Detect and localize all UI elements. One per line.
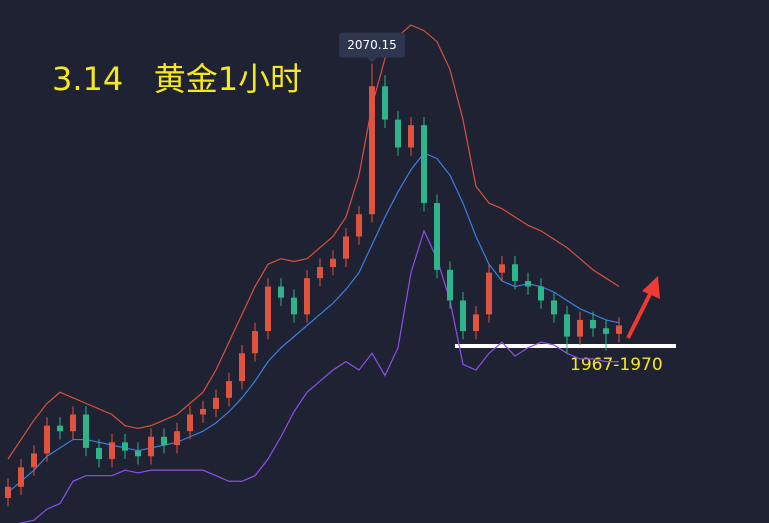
candle-body — [499, 264, 505, 273]
peak-label-box — [339, 32, 405, 58]
candle-body — [382, 86, 388, 120]
chart-title: 3.14 黄金1小时 — [52, 60, 302, 98]
candle-body — [187, 414, 193, 432]
candle-body — [174, 431, 180, 446]
annotation: 1967-1970 — [570, 355, 663, 375]
band-line — [7, 24, 620, 460]
band-line — [18, 229, 619, 523]
candle-body — [343, 236, 349, 259]
candle-body — [551, 300, 557, 315]
candle-body — [434, 203, 440, 270]
candle-body — [460, 300, 466, 332]
candle-body — [304, 278, 310, 315]
candle-body — [603, 328, 609, 334]
candle-body — [5, 486, 11, 498]
plot — [5, 24, 622, 523]
peak-label-pointer — [367, 57, 377, 63]
candle-body — [226, 381, 232, 398]
candle-body — [395, 119, 401, 148]
peak-label: 2070.15 — [339, 32, 405, 63]
candle-body — [291, 297, 297, 315]
candle-body — [44, 425, 50, 454]
candle-body — [83, 414, 89, 448]
candle-body — [408, 125, 414, 148]
candle-body — [421, 125, 427, 204]
candle-body — [447, 269, 453, 301]
candle-body — [122, 442, 128, 451]
candle-body — [57, 425, 63, 432]
candle-body — [369, 86, 375, 215]
candle-body — [616, 325, 622, 334]
candle-body — [577, 319, 583, 337]
candle-body — [252, 331, 258, 354]
candle-body — [356, 214, 362, 237]
candle-body — [200, 408, 206, 415]
peak-label-text: 2070.15 — [347, 38, 397, 52]
candle-body — [590, 319, 596, 329]
candle-body — [265, 286, 271, 332]
candle-body — [512, 264, 518, 281]
candle-body — [317, 267, 323, 279]
candle-body — [239, 353, 245, 382]
candle-body — [486, 272, 492, 315]
candle-body — [538, 286, 544, 301]
candle-body — [330, 258, 336, 268]
candle-body — [473, 314, 479, 332]
arrow — [626, 276, 660, 339]
candle-body — [96, 447, 102, 460]
candle-body — [135, 450, 141, 457]
candle-body — [109, 442, 115, 460]
candle-body — [161, 436, 167, 446]
candle-body — [213, 397, 219, 409]
candle-body — [564, 314, 570, 337]
candle-body — [278, 286, 284, 298]
candle-body — [18, 467, 24, 487]
candle-body — [31, 453, 37, 468]
candle-body — [525, 280, 531, 287]
candle-body — [70, 414, 76, 432]
candle-body — [148, 436, 154, 457]
